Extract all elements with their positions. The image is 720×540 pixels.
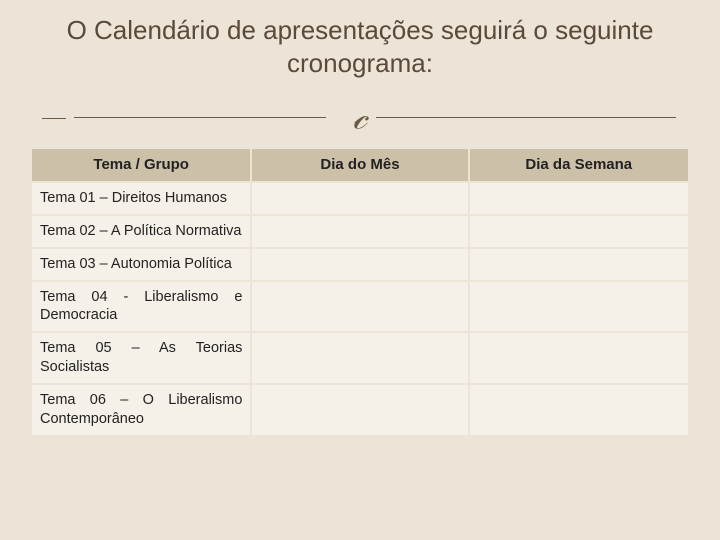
table-row: Tema 05 – As Teorias Socialistas [32, 333, 688, 383]
table-row: Tema 03 – Autonomia Política [32, 249, 688, 280]
slide-title: O Calendário de apresentações seguirá o … [50, 14, 670, 79]
title-divider: 𝒸 [30, 97, 690, 137]
col-header-tema: Tema / Grupo [32, 149, 250, 181]
divider-ornament-icon: 𝒸 [353, 98, 367, 134]
table-row: Tema 01 – Direitos Humanos [32, 183, 688, 214]
cell-dia-mes [252, 249, 467, 280]
col-header-dia-semana: Dia da Semana [470, 149, 688, 181]
cell-dia-semana [470, 333, 688, 383]
cell-tema: Tema 03 – Autonomia Política [32, 249, 250, 280]
cell-dia-semana [470, 385, 688, 435]
schedule-table: Tema / Grupo Dia do Mês Dia da Semana Te… [30, 147, 690, 437]
cell-dia-mes [252, 333, 467, 383]
cell-tema: Tema 06 – O Liberalismo Contemporâneo [32, 385, 250, 435]
cell-dia-semana [470, 216, 688, 247]
cell-tema: Tema 01 – Direitos Humanos [32, 183, 250, 214]
cell-tema: Tema 02 – A Política Normativa [32, 216, 250, 247]
table-row: Tema 06 – O Liberalismo Contemporâneo [32, 385, 688, 435]
cell-dia-semana [470, 183, 688, 214]
cell-dia-mes [252, 183, 467, 214]
cell-dia-mes [252, 282, 467, 332]
cell-tema: Tema 05 – As Teorias Socialistas [32, 333, 250, 383]
col-header-dia-mes: Dia do Mês [252, 149, 467, 181]
table-header-row: Tema / Grupo Dia do Mês Dia da Semana [32, 149, 688, 181]
table-row: Tema 04 - Liberalismo e Democracia [32, 282, 688, 332]
divider-line-right [376, 117, 676, 118]
divider-line-left [74, 117, 326, 118]
cell-dia-mes [252, 385, 467, 435]
cell-tema: Tema 04 - Liberalismo e Democracia [32, 282, 250, 332]
slide: O Calendário de apresentações seguirá o … [0, 0, 720, 540]
cell-dia-semana [470, 249, 688, 280]
table-row: Tema 02 – A Política Normativa [32, 216, 688, 247]
cell-dia-semana [470, 282, 688, 332]
cell-dia-mes [252, 216, 467, 247]
